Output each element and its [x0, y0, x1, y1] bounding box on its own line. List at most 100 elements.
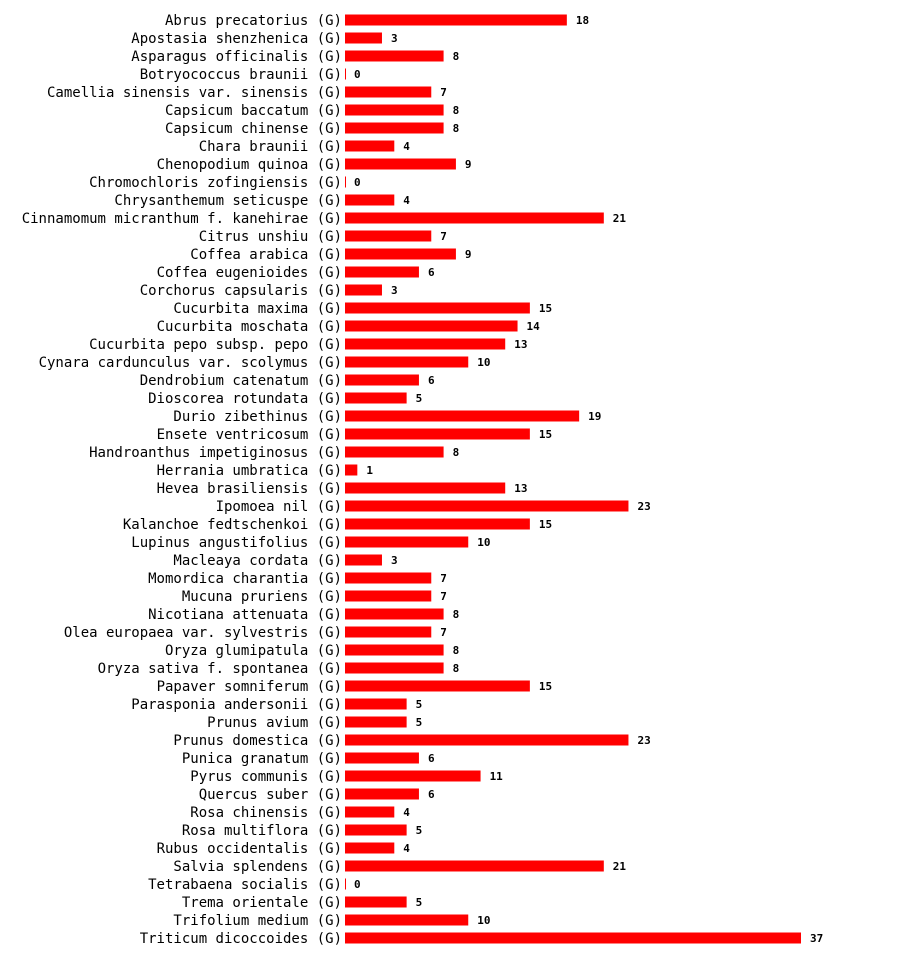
bar: [345, 446, 444, 458]
value-label: 18: [576, 14, 589, 27]
bar: [345, 482, 506, 494]
category-label: Trifolium medium (G): [173, 913, 342, 929]
category-label: Punica granatum (G): [182, 751, 342, 767]
category-label: Salvia splendens (G): [173, 859, 342, 875]
bar: [345, 500, 629, 512]
bar: [345, 230, 432, 242]
category-label: Momordica charantia (G): [148, 571, 342, 587]
value-label: 6: [428, 752, 435, 765]
value-label: 7: [440, 572, 447, 585]
category-label: Citrus unshiu (G): [199, 229, 342, 245]
bar: [345, 734, 629, 746]
bar: [345, 464, 358, 476]
value-label: 21: [613, 212, 627, 225]
bar: [345, 572, 432, 584]
category-label: Herrania umbratica (G): [157, 463, 342, 479]
bar: [345, 428, 530, 440]
bar: [345, 266, 419, 278]
bar: [345, 212, 604, 224]
bar: [345, 608, 444, 620]
value-label: 37: [810, 932, 823, 945]
value-label: 5: [416, 392, 423, 405]
value-label: 14: [527, 320, 541, 333]
bar: [345, 32, 382, 44]
category-label: Coffea eugenioides (G): [157, 265, 342, 281]
value-label: 6: [428, 788, 435, 801]
value-label: 23: [637, 734, 650, 747]
value-label: 9: [465, 248, 472, 261]
category-label: Mucuna pruriens (G): [182, 589, 342, 605]
category-label: Hevea brasiliensis (G): [157, 481, 342, 497]
category-label: Camellia sinensis var. sinensis (G): [47, 85, 342, 101]
bar: [345, 14, 567, 26]
category-label: Prunus domestica (G): [173, 733, 342, 749]
value-label: 0: [354, 68, 361, 81]
bar: [345, 410, 580, 422]
bar: [345, 338, 506, 350]
bar: [345, 194, 395, 206]
bar: [345, 788, 419, 800]
category-label: Cucurbita maxima (G): [173, 301, 342, 317]
category-label: Lupinus angustifolius (G): [131, 535, 342, 551]
bar: [345, 698, 407, 710]
value-label: 8: [453, 608, 460, 621]
value-label: 4: [403, 194, 410, 207]
value-label: 7: [440, 230, 447, 243]
value-label: 19: [588, 410, 601, 423]
value-label: 1: [366, 464, 373, 477]
category-label: Corchorus capsularis (G): [140, 283, 342, 299]
bar: [345, 752, 419, 764]
bar: [345, 932, 801, 944]
category-label: Cynara cardunculus var. scolymus (G): [39, 355, 342, 371]
value-label: 7: [440, 626, 447, 639]
value-label: 10: [477, 914, 490, 927]
bar: [345, 158, 456, 170]
value-label: 11: [490, 770, 504, 783]
bar: [345, 50, 444, 62]
value-label: 0: [354, 878, 361, 891]
category-label: Parasponia andersonii (G): [131, 697, 342, 713]
value-label: 3: [391, 554, 398, 567]
value-label: 6: [428, 266, 435, 279]
value-label: 21: [613, 860, 627, 873]
value-label: 3: [391, 32, 398, 45]
value-label: 7: [440, 590, 447, 603]
category-label: Capsicum chinense (G): [165, 121, 342, 137]
bar: [345, 770, 481, 782]
value-label: 8: [453, 644, 460, 657]
value-label: 7: [440, 86, 447, 99]
category-label: Papaver somniferum (G): [157, 679, 342, 695]
bar: [345, 644, 444, 656]
category-label: Cucurbita moschata (G): [157, 319, 342, 335]
category-label: Tetrabaena socialis (G): [148, 877, 342, 893]
value-label: 8: [453, 104, 460, 117]
category-label: Chara braunii (G): [199, 139, 342, 155]
category-label: Ipomoea nil (G): [216, 499, 342, 515]
bar: [345, 284, 382, 296]
category-label: Chromochloris zofingiensis (G): [89, 175, 342, 191]
category-label: Cinnamomum micranthum f. kanehirae (G): [22, 211, 342, 227]
value-label: 8: [453, 446, 460, 459]
category-label: Chrysanthemum seticuspe (G): [114, 193, 342, 209]
category-label: Quercus suber (G): [199, 787, 342, 803]
bar: [345, 716, 407, 728]
value-label: 5: [416, 824, 423, 837]
value-label: 10: [477, 536, 490, 549]
value-label: 5: [416, 716, 423, 729]
category-label: Dioscorea rotundata (G): [148, 391, 342, 407]
category-label: Asparagus officinalis (G): [131, 49, 342, 65]
value-label: 13: [514, 482, 527, 495]
bar: [345, 842, 395, 854]
value-label: 0: [354, 176, 361, 189]
bar: [345, 914, 469, 926]
bar: [345, 374, 419, 386]
value-label: 6: [428, 374, 435, 387]
bar: [345, 626, 432, 638]
bar: [345, 518, 530, 530]
bar: [345, 248, 456, 260]
bar: [345, 86, 432, 98]
bar: [345, 356, 469, 368]
value-label: 5: [416, 896, 423, 909]
category-label: Coffea arabica (G): [190, 247, 342, 263]
